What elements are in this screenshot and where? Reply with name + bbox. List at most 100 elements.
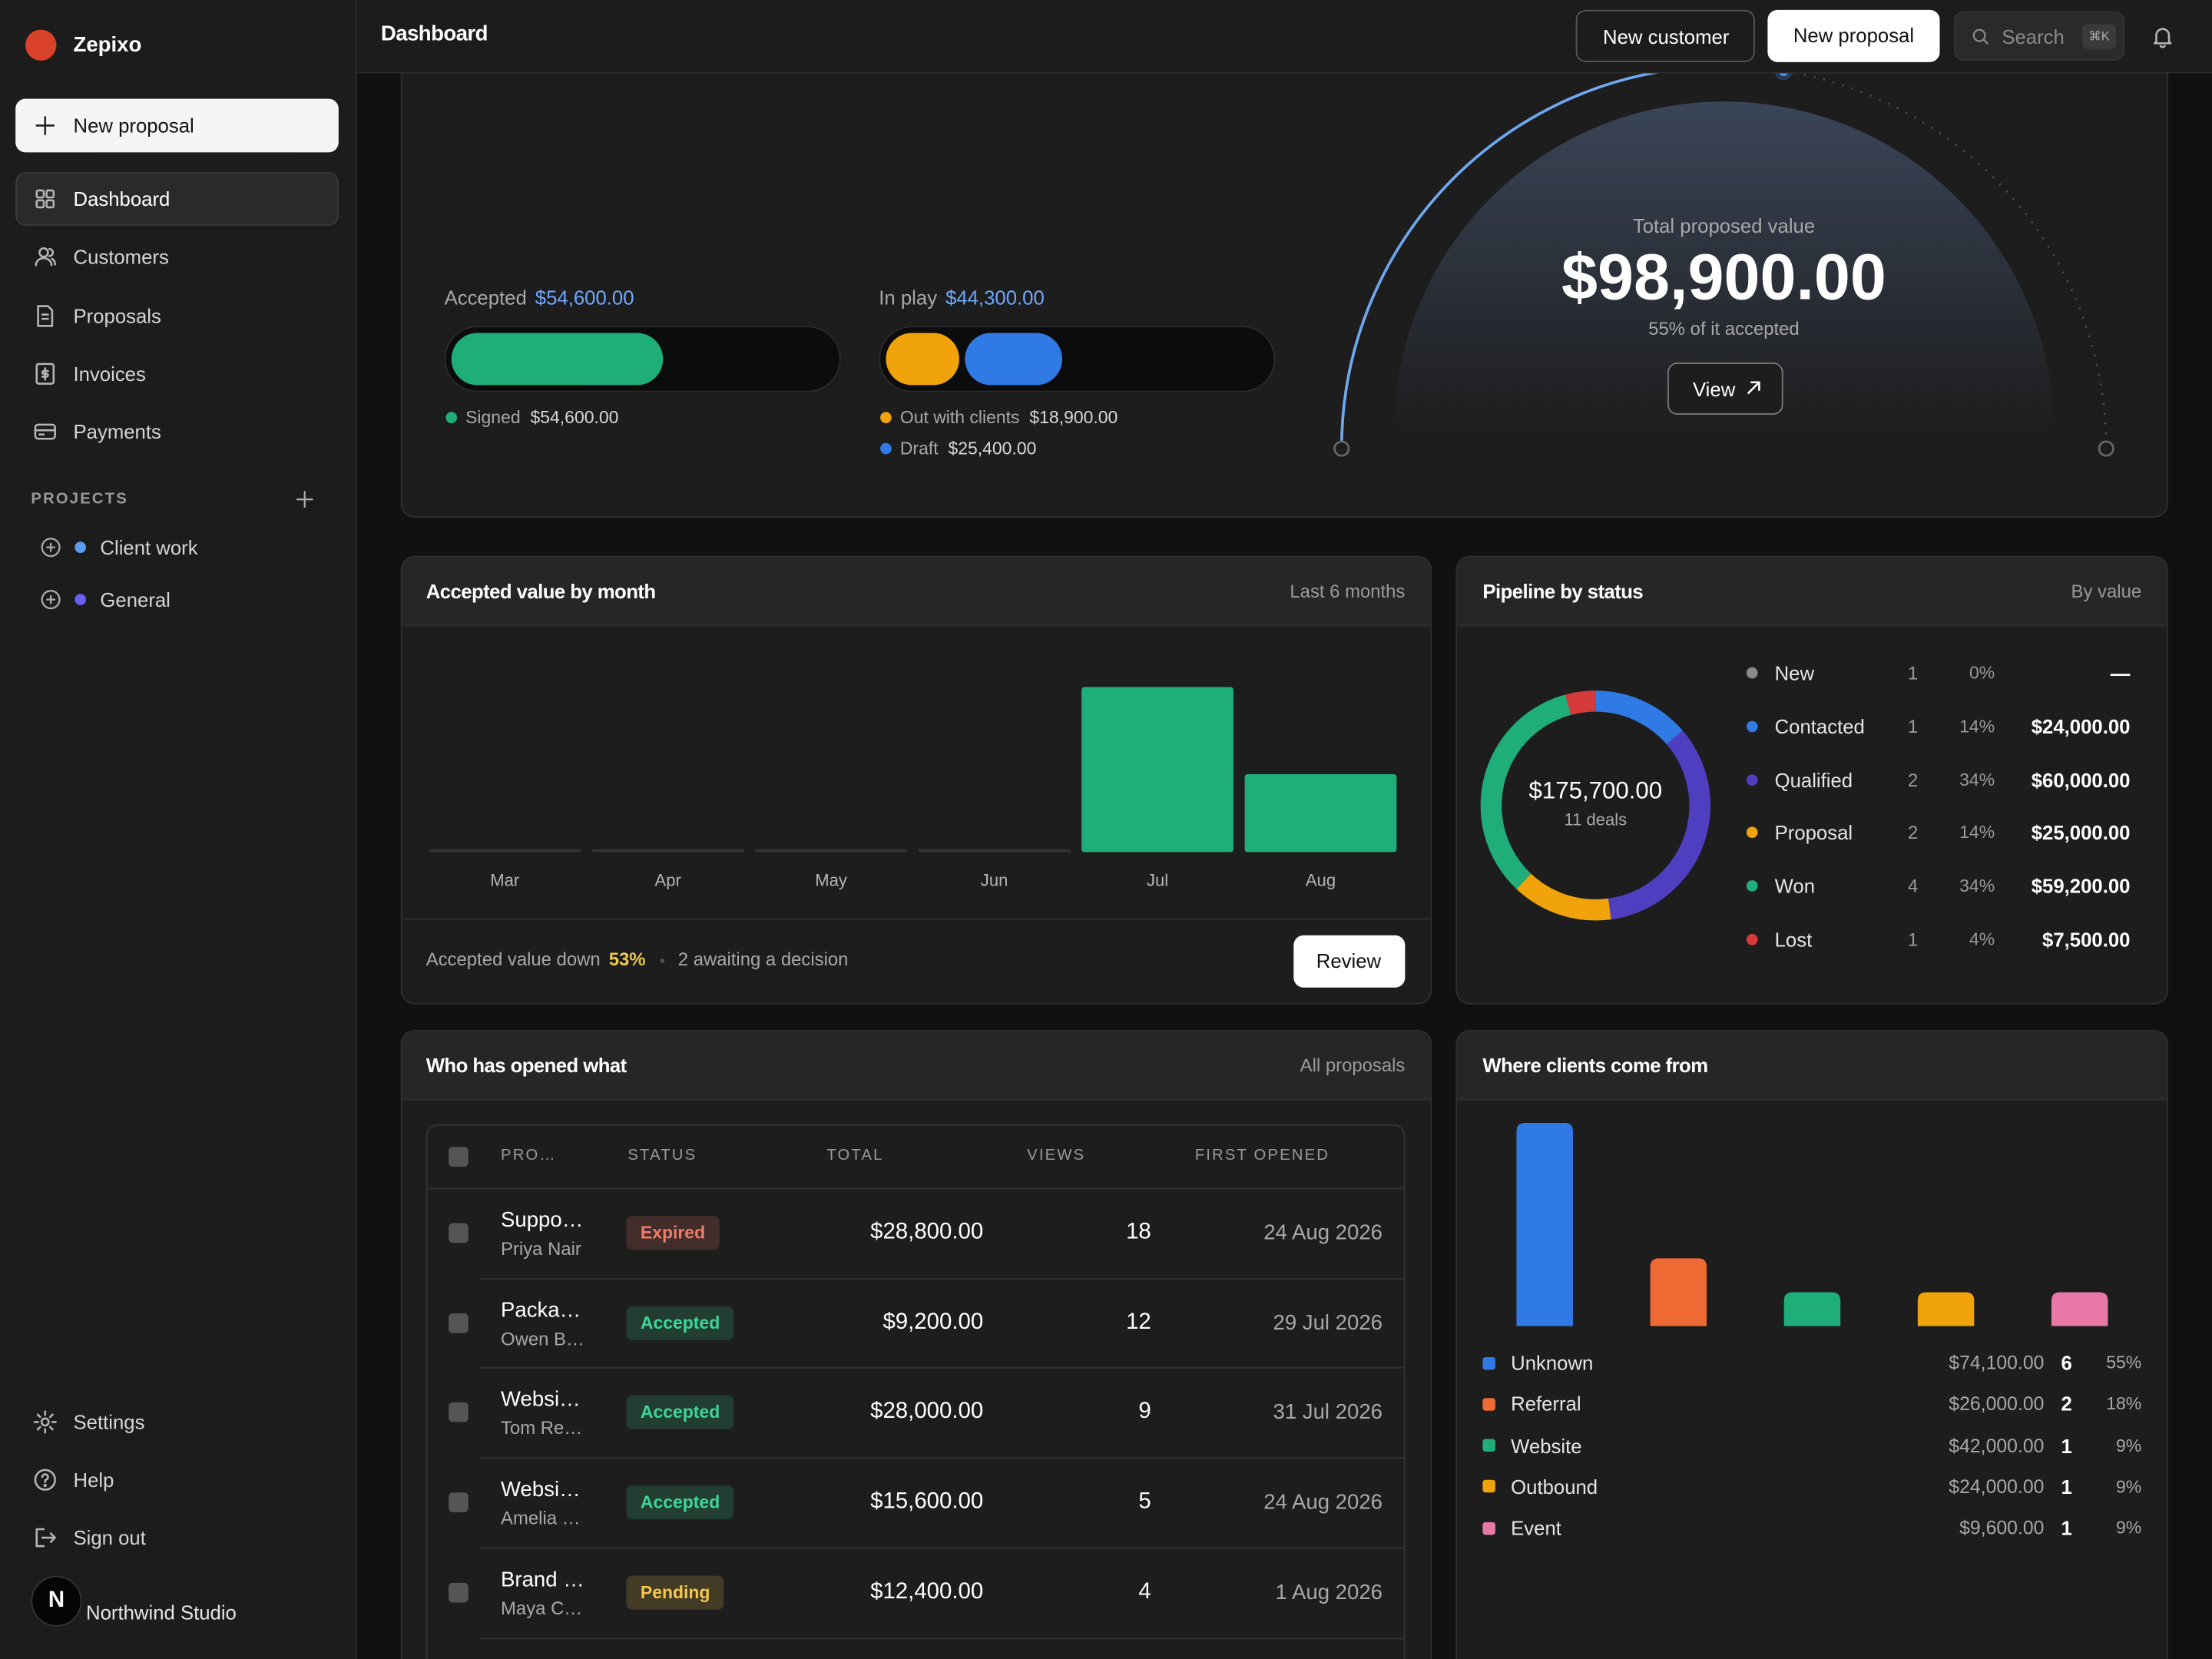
checkbox[interactable]	[449, 1147, 469, 1167]
card-header	[402, 557, 1431, 627]
gauge-title: Total proposed value	[1632, 214, 1816, 237]
review-label[interactable]: Review	[1316, 949, 1382, 972]
column-header: VIEWS	[1027, 1147, 1086, 1164]
source-name: Outbound	[1511, 1475, 1598, 1498]
summary-group-value: $54,600.00	[535, 286, 634, 310]
legend-value: $18,900.00	[1029, 407, 1118, 428]
legend-dot	[445, 412, 458, 424]
checkbox[interactable]	[449, 1223, 469, 1243]
review-button[interactable]: Review	[1293, 935, 1406, 988]
new-proposal-button[interactable]: New proposal	[1767, 9, 1940, 62]
nav-label[interactable]: Customers	[73, 245, 169, 268]
card-header	[1457, 1031, 2167, 1101]
legend-value: $25,400.00	[948, 439, 1037, 459]
bar	[1244, 774, 1397, 853]
card-icon	[34, 423, 56, 440]
table-frame	[426, 1124, 1406, 1659]
x-tick-label: Aug	[1305, 870, 1336, 890]
footer-text: Accepted value down	[426, 949, 601, 970]
status-badge: Accepted	[626, 1396, 734, 1430]
checkbox[interactable]	[449, 1582, 469, 1603]
status-name: Won	[1774, 875, 1816, 898]
new-customer-button[interactable]: New customer	[1575, 9, 1755, 62]
button-label[interactable]: New proposal	[1793, 24, 1915, 47]
x-tick-label: Apr	[654, 870, 681, 890]
client-name: Priya Nair	[501, 1237, 581, 1260]
status-badge: Accepted	[626, 1306, 734, 1340]
status-value: $60,000.00	[2031, 768, 2131, 791]
workspace-name[interactable]: Northwind Studio	[86, 1601, 237, 1624]
row-divider	[479, 1277, 1406, 1280]
row-divider	[479, 1457, 1406, 1459]
gauge-end	[1333, 440, 1350, 457]
button-label[interactable]: New customer	[1603, 25, 1730, 48]
cplus-icon	[41, 590, 61, 610]
status-badge: Accepted	[626, 1485, 734, 1520]
status-count: 1	[1907, 715, 1919, 737]
proposal-name[interactable]: Suppo…	[501, 1208, 584, 1233]
bar-baseline	[918, 849, 1071, 853]
view-label[interactable]: View	[1692, 378, 1736, 401]
checkbox[interactable]	[449, 1313, 469, 1333]
bar-baseline	[429, 849, 581, 853]
gauge-total: $98,900.00	[1561, 240, 1886, 313]
proposal-name[interactable]: Websi…	[501, 1388, 581, 1412]
row-first-opened: 31 Jul 2026	[1273, 1400, 1382, 1425]
status-value: $59,200.00	[2031, 875, 2131, 898]
summary-group-head: In play $44,300.00	[879, 286, 1045, 309]
nav-label[interactable]: Invoices	[73, 363, 146, 386]
view-button[interactable]: View	[1667, 363, 1783, 415]
bell-icon	[2153, 28, 2172, 48]
footer-nav-label[interactable]: Help	[73, 1469, 114, 1492]
proposal-name[interactable]: Brand …	[501, 1568, 584, 1592]
legend-dot	[1746, 827, 1758, 839]
search-icon	[1972, 28, 1988, 45]
cplus-icon	[41, 538, 61, 558]
search-placeholder: Search	[2002, 25, 2065, 48]
card-header	[402, 1031, 1431, 1101]
client-name: Maya C…	[501, 1597, 583, 1619]
checkbox[interactable]	[449, 1492, 469, 1513]
column-header: FIRST OPENED	[1194, 1147, 1330, 1164]
status-share: 0%	[1969, 663, 1995, 683]
plus-icon	[296, 491, 313, 508]
source-amount: $24,000.00	[1949, 1475, 2045, 1498]
nav-label[interactable]: Dashboard	[73, 187, 171, 210]
footer-nav-label[interactable]: Settings	[73, 1410, 145, 1434]
row-views: 18	[1126, 1220, 1151, 1244]
donut-segment	[1480, 690, 1711, 921]
summary-legend: Draft $25,400.00	[900, 439, 1037, 459]
summary-group-label: In play	[879, 286, 938, 310]
footer-nav-label[interactable]: Sign out	[73, 1526, 146, 1549]
checkbox[interactable]	[449, 1402, 469, 1423]
top-bar: Dashboard New customer New proposal Search ⌘…	[356, 0, 2212, 74]
project-name[interactable]: Client work	[100, 535, 198, 559]
status-badge: Expired	[626, 1216, 720, 1250]
footer-awaiting: 2 awaiting a decision	[677, 949, 849, 970]
nav-label[interactable]: Payments	[73, 420, 161, 443]
card-title: Where clients come from	[1482, 1054, 1708, 1077]
proposal-name[interactable]: Websi…	[501, 1478, 581, 1502]
nav-label[interactable]: Proposals	[73, 304, 161, 328]
legend-dot	[1746, 667, 1758, 679]
row-views: 5	[1138, 1489, 1151, 1514]
legend-square	[1482, 1439, 1495, 1452]
source-name: Unknown	[1511, 1351, 1594, 1374]
search-box[interactable]: Search ⌘K	[1953, 11, 2125, 61]
signout-icon	[35, 1528, 56, 1548]
shortcut-key: ⌘K	[2082, 24, 2117, 50]
proposal-name[interactable]: Packa…	[501, 1298, 581, 1323]
source-name: Event	[1511, 1516, 1561, 1540]
doc-icon	[37, 305, 54, 327]
arrow-icon	[1747, 381, 1760, 395]
source-amount: $9,600.00	[1959, 1517, 2045, 1539]
project-name[interactable]: General	[100, 588, 171, 611]
user-icon	[35, 247, 56, 267]
card-subtitle: Last 6 months	[1290, 580, 1406, 602]
new-proposal-button[interactable]: New proposal	[15, 98, 339, 153]
x-tick-label: May	[815, 870, 847, 890]
bar	[1081, 687, 1233, 853]
project-dot	[75, 541, 87, 553]
status-value: $25,000.00	[2031, 821, 2131, 845]
